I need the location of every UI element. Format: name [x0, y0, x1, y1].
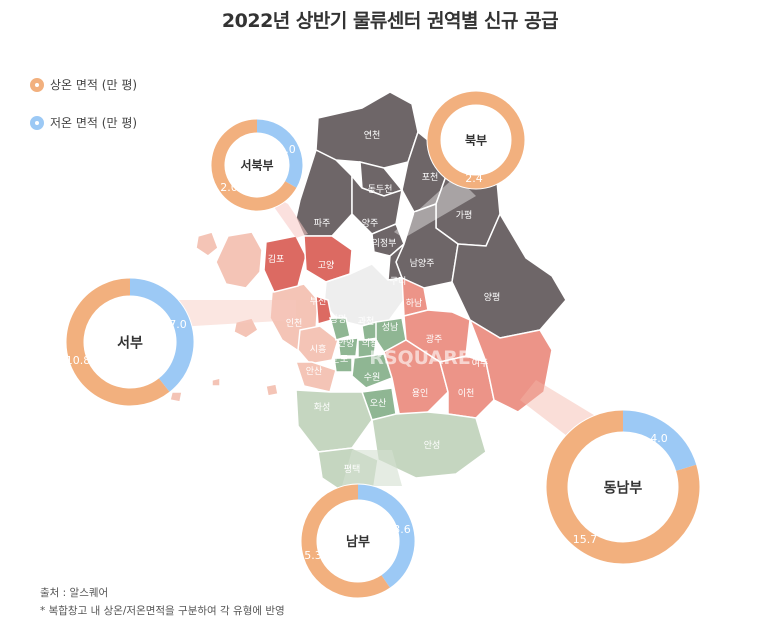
map-label-28: 오산 — [370, 398, 387, 409]
donut-slice-cold-0 — [256, 119, 303, 188]
map-label-25: 용인 — [412, 388, 429, 399]
map-label-5: 가평 — [456, 210, 473, 221]
donut-bg-1 — [426, 90, 526, 190]
donut-slice-normal-3 — [301, 484, 390, 598]
map-label-18: 안양 — [338, 338, 355, 349]
map-regions — [169, 91, 567, 495]
region-islands-sw — [233, 317, 259, 339]
donut-slice-normal-0 — [211, 119, 297, 211]
map-label-0: 연천 — [364, 130, 381, 141]
source-text: 출처 : 알스퀘어 — [40, 587, 109, 599]
donut-slice-cold-4 — [622, 410, 697, 472]
chart-title: 2022년 상반기 물류센터 권역별 신규 공급 — [221, 10, 559, 32]
region-ansan — [294, 361, 337, 393]
beam-west — [160, 300, 296, 328]
note-text: * 복합창고 내 상온/저온면적을 구분하여 각 유형에 반영 — [40, 605, 285, 617]
map-label-6: 의정부 — [372, 238, 397, 249]
donut-center-label-2: 서부 — [117, 335, 143, 351]
map-label-3: 파주 — [314, 218, 331, 229]
map-label-15: 과천 — [358, 316, 375, 327]
donut-3: 남부 5.3 3.6 — [300, 483, 416, 599]
legend-cold-area: 저온 면적 (만 평) — [30, 114, 137, 131]
map-label-9: 남양주 — [410, 258, 435, 269]
map-label-20: 여주 — [472, 357, 489, 369]
region-yangpyeong — [451, 212, 567, 339]
legend-cold-swatch — [30, 115, 44, 130]
region-siheung — [297, 325, 339, 365]
donut-value-normal-1: 2.4 — [465, 172, 483, 185]
map-label-14: 광명 — [330, 313, 347, 325]
region-ganghwa — [215, 231, 263, 289]
donut-bg-4 — [545, 409, 701, 565]
map-label-1: 포천 — [422, 172, 439, 183]
map-label-17: 광주 — [426, 333, 443, 345]
legend-normal-label: 상온 면적 (만 평) — [50, 78, 138, 92]
region-gwangmyeong — [329, 317, 351, 341]
donut-slice-cold-3 — [357, 484, 415, 588]
region-icheon — [439, 355, 495, 419]
map-label-31: 인천 — [286, 318, 303, 329]
region-suwon — [351, 353, 393, 389]
donut-value-normal-3: 5.3 — [304, 549, 322, 562]
map-label-22: 군포 — [332, 354, 349, 365]
donut-bg-3 — [300, 483, 416, 599]
region-islet-2 — [169, 391, 183, 403]
beam-north — [394, 176, 476, 238]
donut-2: 서부 10.8 7.0 — [65, 277, 195, 407]
map-label-2: 동두천 — [368, 184, 393, 195]
donut-value-normal-4: 15.7 — [573, 533, 598, 546]
map-label-13: 하남 — [406, 298, 423, 309]
region-yangju — [351, 173, 403, 235]
region-yongin — [383, 339, 449, 419]
map-label-30: 평택 — [344, 464, 361, 475]
beam-south — [342, 450, 402, 486]
map-label-10: 구리 — [390, 276, 407, 287]
donut-1: 북부 2.4 — [426, 90, 526, 190]
donut-slice-normal-1 — [427, 91, 525, 189]
donut-value-normal-2: 10.8 — [66, 354, 91, 367]
region-guri — [387, 243, 405, 281]
map-label-24: 안산 — [306, 366, 323, 377]
map-label-26: 이천 — [458, 388, 475, 399]
donut-center-label-3: 남부 — [346, 534, 370, 550]
map-label-7: 김포 — [268, 253, 285, 265]
legend-normal-area: 상온 면적 (만 평) — [30, 76, 137, 93]
map-label-8: 고양 — [318, 260, 335, 271]
donut-bg-2 — [65, 277, 195, 407]
region-islet-3 — [211, 377, 221, 387]
donut-value-cold-2: 7.0 — [169, 318, 187, 331]
watermark: RSQUARE — [369, 347, 471, 369]
region-islands-west — [195, 231, 219, 257]
map-label-12: 부천 — [310, 296, 327, 307]
legend-normal-swatch — [30, 77, 44, 92]
donut-value-cold-3: 3.6 — [393, 523, 411, 536]
region-hwaseong — [295, 389, 373, 453]
donut-slice-normal-2 — [66, 278, 170, 406]
donut-center-label-1: 북부 — [465, 134, 487, 148]
map-label-16: 성남 — [382, 322, 399, 333]
donut-center-label-4: 동남부 — [604, 479, 643, 496]
map-label-23: 수원 — [364, 372, 381, 383]
map-label-11: 양평 — [484, 292, 501, 303]
legend-cold-label: 저온 면적 (만 평) — [50, 116, 138, 130]
donut-slice-cold-2 — [129, 278, 194, 392]
map-label-27: 화성 — [314, 402, 331, 413]
donut-4: 동남부 15.7 4.0 — [545, 409, 701, 565]
donut-value-normal-0: 2.0 — [220, 181, 238, 194]
region-islet-1 — [265, 383, 279, 397]
region-yeoju — [468, 318, 553, 413]
region-anyang — [337, 337, 359, 357]
donut-slice-normal-4 — [546, 410, 700, 564]
map-label-21: 시흥 — [310, 343, 327, 355]
donut-value-cold-4: 4.0 — [650, 432, 668, 445]
map-label-19: 의왕 — [362, 338, 379, 349]
map-label-29: 안성 — [424, 440, 441, 451]
map-label-4: 양주 — [362, 218, 379, 229]
donut-value-cold-0: 1.0 — [278, 143, 296, 156]
donut-center-label-0: 서북부 — [240, 158, 273, 173]
